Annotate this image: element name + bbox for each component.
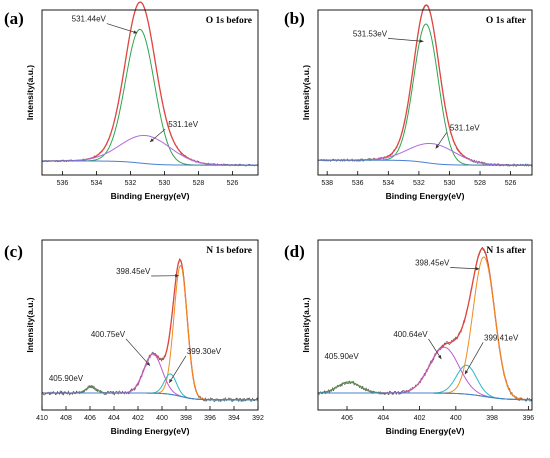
annotation-leader <box>387 38 424 42</box>
peak-annotation: 398.45eV <box>415 259 450 268</box>
panel-letter: (d) <box>284 242 305 261</box>
x-tick-label: 400 <box>156 415 168 422</box>
annotation-leader <box>450 267 480 270</box>
annotation-arrowhead <box>435 144 440 149</box>
x-tick-label: 528 <box>193 180 205 187</box>
series-background-4 <box>42 160 258 166</box>
x-tick-label: 536 <box>57 180 69 187</box>
x-tick-label: 408 <box>60 415 72 422</box>
x-tick-label: 406 <box>341 415 353 422</box>
series-component-2 <box>318 256 533 401</box>
panel-title: N 1s after <box>486 246 526 256</box>
x-tick-label: 526 <box>505 180 517 187</box>
peak-annotation: 399.41eV <box>484 333 519 342</box>
x-axis-title: Binding Energy(eV) <box>111 191 190 201</box>
plot-frame <box>41 239 259 411</box>
peak-annotation: 531.1eV <box>168 120 198 129</box>
x-tick-label: 404 <box>108 415 120 422</box>
x-tick-label: 394 <box>228 415 240 422</box>
y-axis-title: Intensity(a.u.) <box>301 297 311 352</box>
x-tick-label: 400 <box>450 415 462 422</box>
series-background-4 <box>318 159 532 166</box>
series-envelope-1 <box>317 247 533 401</box>
peak-annotation: 405.90eV <box>49 374 84 383</box>
x-tick-label: 392 <box>252 415 264 422</box>
annotation-arrowhead <box>133 30 138 34</box>
x-tick-label: 528 <box>474 180 486 187</box>
series-envelope-1 <box>318 4 532 166</box>
annotation-leader <box>106 23 138 34</box>
x-tick-label: 406 <box>84 415 96 422</box>
annotation-arrowhead <box>475 266 480 271</box>
x-tick-label: 534 <box>382 180 394 187</box>
annotation-leader <box>464 342 484 375</box>
series-background-6 <box>42 392 258 401</box>
series-raw-0 <box>41 1 259 167</box>
annotation-arrowhead <box>437 355 442 359</box>
panel-letter: (c) <box>4 242 23 261</box>
x-tick-label: 404 <box>377 415 389 422</box>
panel-title: O 1s before <box>206 16 252 26</box>
annotation-arrowhead <box>146 361 150 366</box>
annotation-arrowhead <box>169 378 173 383</box>
x-tick-label: 398 <box>486 415 498 422</box>
annotation-leader <box>125 338 151 367</box>
plot-frame <box>41 9 259 176</box>
xps-panel-2: 410 408 406 404 402 400 398 396 394 392 Binding En… <box>4 239 264 436</box>
x-tick-label: 536 <box>352 180 364 187</box>
peak-annotation: 398.45eV <box>116 267 151 276</box>
peak-annotation: 400.75eV <box>91 330 126 339</box>
x-tick-label: 530 <box>159 180 171 187</box>
x-tick-label: 396 <box>523 415 535 422</box>
annotation-arrowhead <box>419 39 424 43</box>
series-background-6 <box>318 392 533 401</box>
annotation-arrowhead <box>464 370 469 375</box>
peak-annotation: 531.1eV <box>450 123 480 132</box>
xps-panel-1: 538 536 534 532 530 528 526 Binding Energy(eV) I… <box>284 4 533 201</box>
annotation-leader <box>428 338 442 360</box>
panel-letter: (b) <box>284 9 305 28</box>
x-tick-label: 410 <box>36 415 48 422</box>
annotation-leader <box>168 355 187 383</box>
x-tick-label: 402 <box>414 415 426 422</box>
peak-annotation: 405.90eV <box>324 352 359 361</box>
x-tick-label: 530 <box>444 180 456 187</box>
peak-annotation: 531.44eV <box>72 15 107 24</box>
plot-frame <box>317 9 533 176</box>
x-tick-label: 532 <box>125 180 137 187</box>
x-tick-label: 532 <box>413 180 425 187</box>
panel-title: O 1s after <box>486 16 527 26</box>
x-tick-label: 402 <box>132 415 144 422</box>
y-axis-title: Intensity(a.u.) <box>301 65 311 120</box>
annotation-arrowhead <box>150 138 154 142</box>
x-tick-label: 396 <box>204 415 216 422</box>
peak-annotation: 531.53eV <box>353 29 388 38</box>
y-axis-title: Intensity(a.u.) <box>25 297 35 352</box>
series-component-5 <box>317 381 533 401</box>
x-tick-label: 534 <box>91 180 103 187</box>
x-axis-title: Binding Energy(eV) <box>386 426 465 436</box>
y-axis-title: Intensity(a.u.) <box>25 65 35 120</box>
xps-panel-0: 536 534 532 530 528 526 Binding Energy(eV) Inte… <box>4 1 259 201</box>
series-raw-0 <box>317 4 533 167</box>
x-tick-label: 398 <box>180 415 192 422</box>
x-axis-title: Binding Energy(eV) <box>111 426 190 436</box>
xps-panel-3: 406 404 402 400 398 396 Binding Energy(eV) Inte… <box>284 239 535 436</box>
panel-title: N 1s before <box>206 246 252 256</box>
plot-frame <box>317 239 533 411</box>
x-tick-label: 526 <box>227 180 239 187</box>
series-component-2 <box>42 28 258 166</box>
series-component-3 <box>318 142 532 166</box>
panel-letter: (a) <box>4 9 24 28</box>
x-axis-title: Binding Energy(eV) <box>386 191 465 201</box>
x-tick-label: 538 <box>321 180 333 187</box>
series-envelope-1 <box>42 1 258 166</box>
peak-annotation: 400.64eV <box>393 330 428 339</box>
series-raw-0 <box>317 247 533 402</box>
peak-annotation: 399.30eV <box>187 347 222 356</box>
annotation-arrowhead <box>175 273 179 278</box>
